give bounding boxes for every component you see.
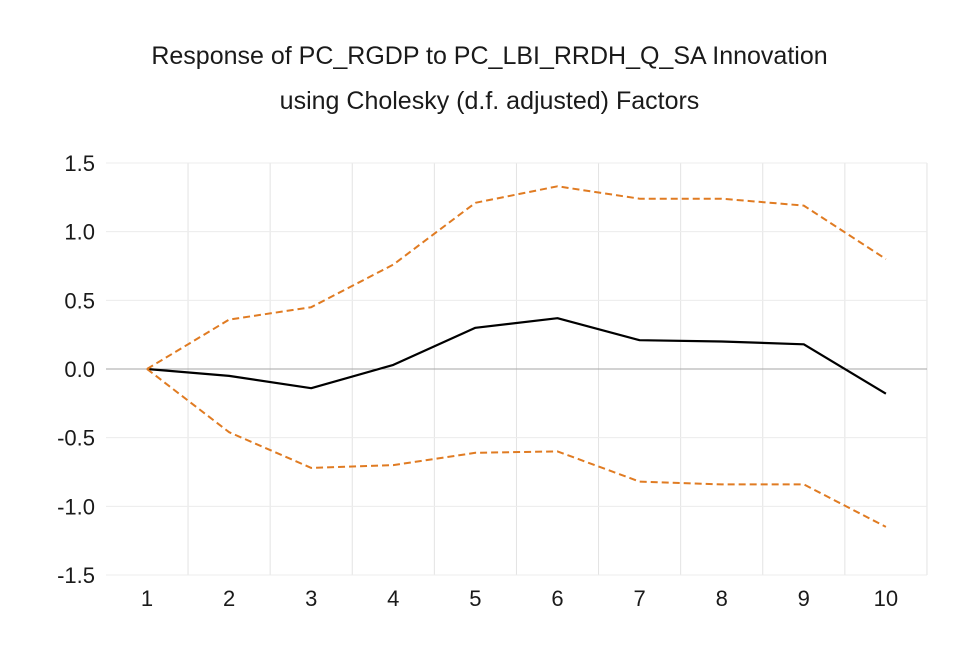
grid-lines [106,162,928,576]
x-tick-label: 1 [141,586,153,611]
x-tick-label: 6 [551,586,563,611]
y-tick-label: -1.0 [57,494,95,519]
chart-subtitle: using Cholesky (d.f. adjusted) Factors [279,87,700,115]
x-tick-label: 8 [716,586,728,611]
x-tick-label: 4 [387,586,399,611]
x-tick-label: 2 [223,586,235,611]
y-tick-label: 0.5 [64,288,95,313]
chart-title: Response of PC_RGDP to PC_LBI_RRDH_Q_SA … [151,42,828,70]
x-tick-label: 5 [469,586,481,611]
series-line-response [146,317,887,395]
series-line-lower [146,368,887,528]
x-tick-label: 9 [798,586,810,611]
series-line-upper [146,185,887,370]
y-axis-tick-labels: 1.5 1.0 0.5 0.0 -0.5 -1.0 -1.5 [57,151,95,588]
x-tick-label: 3 [305,586,317,611]
y-tick-label: 1.0 [64,220,95,245]
y-tick-label: 1.5 [64,151,95,176]
y-tick-label: 0.0 [64,357,95,382]
x-tick-label: 7 [633,586,645,611]
series-lines [146,185,887,528]
y-tick-label: -1.5 [57,563,95,588]
x-tick-label: 10 [874,586,898,611]
y-tick-label: -0.5 [57,426,95,451]
x-axis-tick-labels: 1 2 3 4 5 6 7 8 9 10 [141,586,898,611]
